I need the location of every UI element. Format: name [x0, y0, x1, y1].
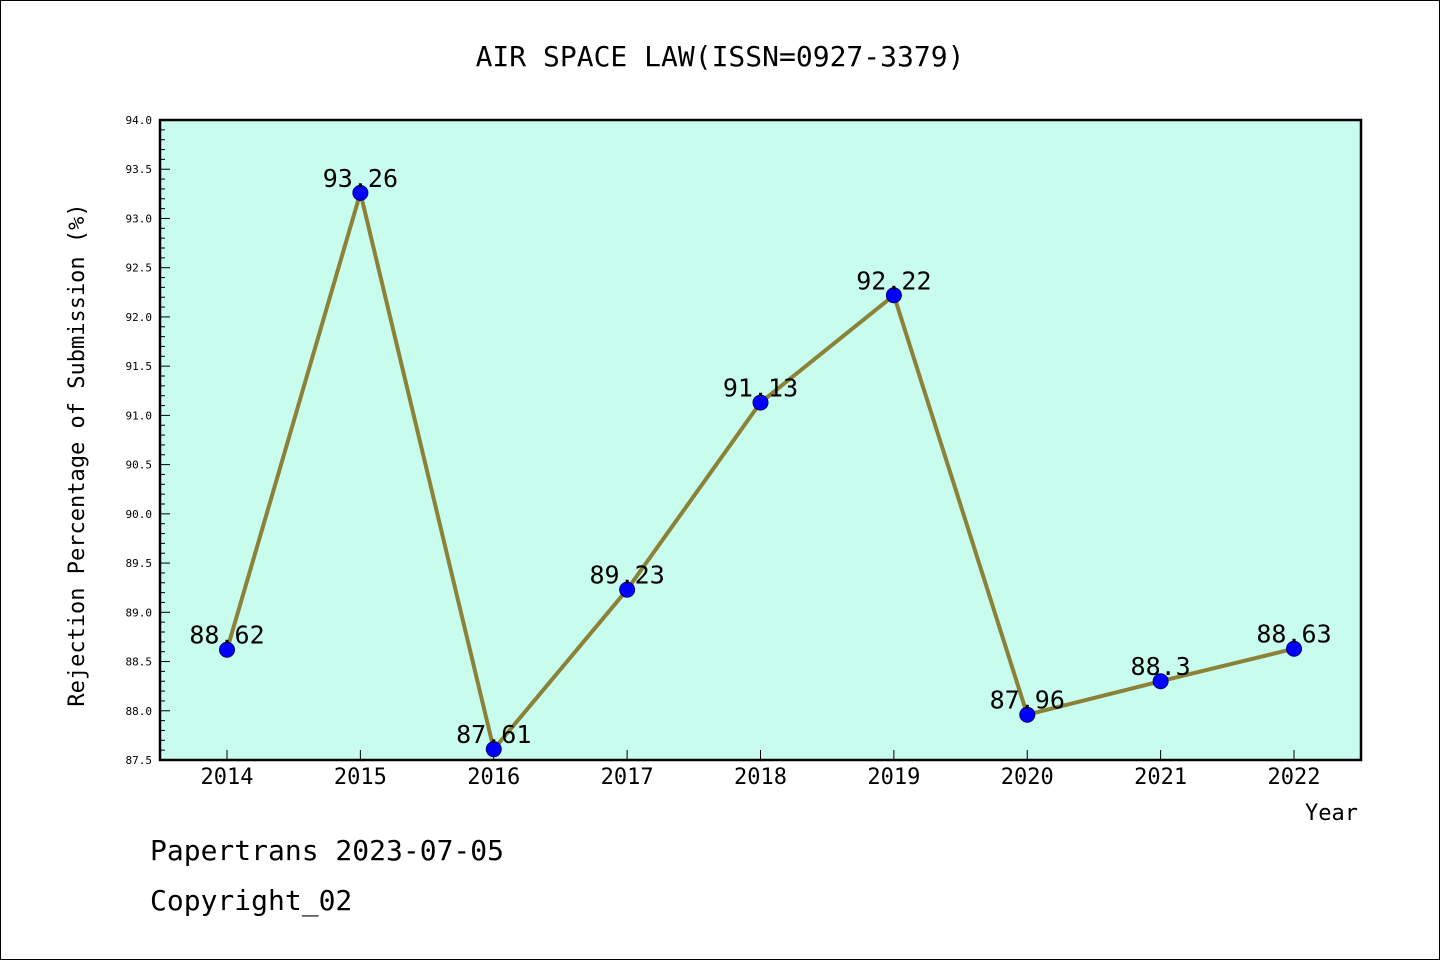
- data-label: 91.13: [723, 374, 798, 403]
- x-tick-label: 2022: [1268, 765, 1321, 790]
- y-tick-label: 90.0: [126, 508, 153, 521]
- y-tick-label: 93.5: [126, 163, 153, 176]
- data-point: [1019, 706, 1036, 723]
- data-point: [352, 184, 369, 201]
- y-tick-label: 93.0: [126, 212, 153, 225]
- data-label: 92.22: [856, 266, 931, 295]
- y-tick-label: 89.5: [126, 557, 153, 570]
- x-tick-label: 2016: [467, 765, 520, 790]
- y-tick-label: 88.0: [126, 705, 153, 718]
- data-label: 88.3: [1131, 652, 1191, 681]
- x-tick-label: 2020: [1001, 765, 1054, 790]
- x-tick-label: 2014: [201, 765, 254, 790]
- footer-copyright: Copyright_02: [150, 884, 353, 917]
- y-tick-label: 87.5: [126, 754, 153, 767]
- data-label: 88.63: [1256, 620, 1331, 649]
- data-point: [485, 741, 502, 758]
- y-axis-ticks: 87.5 88.0 88.5 89.0 89.5 90.0 90.5 91.0 91.5 92.0…: [126, 114, 170, 767]
- data-label: 93.26: [323, 164, 398, 193]
- data-point: [1286, 640, 1302, 657]
- x-axis-ticks: 2014 2015 2016 2017 2018 2019 2020 2021 2022: [201, 750, 1321, 790]
- data-label: 88.62: [189, 621, 264, 650]
- data-labels: 88.62 93.26 87.61 89.23 91.13 92.22 87.96 88.3 8…: [189, 164, 1331, 749]
- plot-area: [158, 118, 1363, 762]
- data-point: [752, 394, 769, 411]
- y-tick-label: 88.5: [126, 656, 153, 669]
- data-label: 87.61: [456, 720, 531, 749]
- x-tick-label: 2015: [334, 765, 387, 790]
- y-tick-label: 91.0: [126, 409, 153, 422]
- x-tick-label: 2019: [867, 765, 920, 790]
- data-point: [619, 581, 636, 598]
- x-tick-label: 2021: [1134, 765, 1187, 790]
- y-tick-label: 92.0: [126, 311, 153, 324]
- y-tick-label: 92.5: [126, 262, 153, 275]
- x-tick-label: 2018: [734, 765, 787, 790]
- footer-date: Papertrans 2023-07-05: [150, 834, 505, 867]
- data-point: [1152, 673, 1169, 690]
- y-tick-label: 94.0: [126, 114, 153, 127]
- series-line-group: [219, 184, 1302, 758]
- data-point: [885, 287, 902, 304]
- y-tick-label: 91.5: [126, 360, 153, 373]
- x-axis-label: Year: [1305, 801, 1358, 826]
- data-label: 89.23: [589, 561, 664, 590]
- y-tick-label: 89.0: [126, 606, 153, 619]
- y-axis-label: Rejection Percentage of Submission (%): [65, 203, 90, 706]
- y-tick-label: 90.5: [126, 459, 153, 472]
- chart-title: AIR SPACE LAW(ISSN=0927-3379): [476, 40, 965, 73]
- x-tick-label: 2017: [601, 765, 654, 790]
- data-point: [219, 641, 235, 658]
- data-label: 87.96: [990, 686, 1065, 715]
